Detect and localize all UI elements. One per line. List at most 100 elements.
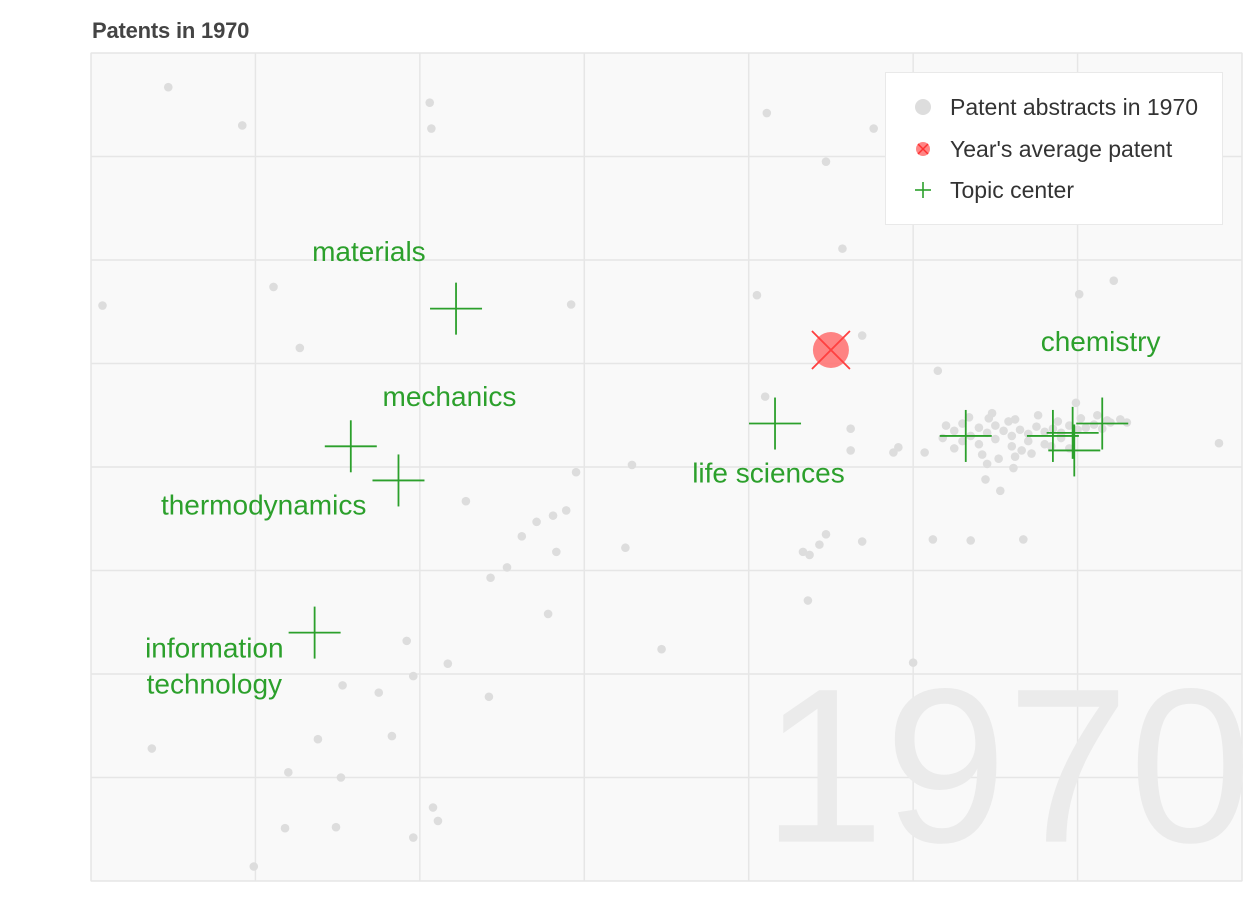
patent-point bbox=[991, 434, 1000, 444]
patent-point bbox=[928, 535, 938, 544]
patent-point bbox=[532, 517, 541, 527]
patent-point bbox=[1027, 449, 1036, 458]
patent-point bbox=[1023, 436, 1033, 446]
patent-point bbox=[1109, 276, 1119, 286]
topic-center-plus bbox=[1046, 406, 1099, 459]
patent-point bbox=[249, 862, 259, 871]
patent-point bbox=[657, 644, 666, 654]
patent-point bbox=[147, 744, 157, 753]
patent-point bbox=[974, 423, 984, 432]
patent-point bbox=[805, 550, 814, 560]
patent-point bbox=[552, 547, 561, 557]
patent-point bbox=[502, 563, 512, 572]
patent-point bbox=[949, 426, 959, 436]
patent-point bbox=[387, 731, 397, 741]
patent-point bbox=[269, 282, 278, 292]
patent-point bbox=[1009, 463, 1018, 473]
patent-point bbox=[857, 537, 867, 546]
patent-point bbox=[984, 414, 994, 423]
patent-point bbox=[981, 475, 990, 484]
patent-point bbox=[941, 421, 951, 430]
patent-point bbox=[846, 424, 855, 434]
patent-point bbox=[1093, 410, 1102, 420]
patent-point bbox=[486, 573, 495, 583]
legend-label-patent-abstracts: Patent abstracts in 1970 bbox=[950, 93, 1199, 120]
patent-point bbox=[964, 413, 974, 422]
patent-point bbox=[991, 421, 1000, 430]
patent-point bbox=[433, 816, 443, 826]
patent-point bbox=[621, 543, 630, 553]
patent-point bbox=[982, 459, 992, 469]
patent-point bbox=[280, 823, 290, 833]
patent-point bbox=[543, 609, 553, 619]
patent-point bbox=[443, 659, 453, 668]
legend-circle-x-icon bbox=[906, 137, 940, 161]
patent-point bbox=[484, 692, 494, 702]
legend-item-average-patent: Year's average patent bbox=[886, 132, 1172, 166]
patent-point bbox=[313, 734, 323, 744]
patent-point bbox=[331, 822, 341, 832]
patent-point bbox=[846, 446, 855, 455]
patent-point bbox=[999, 426, 1008, 436]
patent-point bbox=[408, 833, 418, 842]
patent-point bbox=[237, 121, 247, 130]
patent-point bbox=[336, 773, 346, 782]
topic-center-plus bbox=[939, 409, 992, 462]
year-watermark: 1970 bbox=[762, 643, 1251, 889]
topic-center-plus bbox=[1076, 397, 1129, 450]
patent-point bbox=[869, 124, 878, 133]
patent-point bbox=[1071, 398, 1081, 408]
topic-center-plus bbox=[1026, 409, 1079, 462]
patent-point bbox=[1040, 427, 1049, 437]
patent-point bbox=[995, 486, 1005, 496]
legend: Patent abstracts in 1970 Year's average … bbox=[885, 72, 1223, 225]
patent-point bbox=[566, 300, 576, 309]
patent-point bbox=[98, 301, 107, 310]
patent-point bbox=[1076, 414, 1086, 423]
patent-point bbox=[1122, 418, 1132, 427]
patent-point bbox=[1007, 442, 1017, 451]
topic-center-plus bbox=[288, 606, 341, 659]
legend-plus-icon bbox=[906, 178, 940, 202]
patent-point bbox=[815, 540, 824, 549]
legend-label-topic-center: Topic center bbox=[950, 176, 1075, 203]
topic-center-plus bbox=[372, 454, 425, 507]
patent-point bbox=[1032, 422, 1041, 431]
patent-point bbox=[1081, 423, 1091, 432]
patent-point bbox=[1040, 439, 1049, 449]
topic-center-plus bbox=[749, 397, 802, 450]
patent-point bbox=[762, 108, 772, 118]
patent-point bbox=[295, 343, 305, 353]
patent-point bbox=[752, 290, 762, 300]
patent-point bbox=[1007, 431, 1017, 441]
patent-point bbox=[427, 124, 436, 133]
patent-point bbox=[1046, 442, 1056, 451]
patent-point bbox=[760, 392, 770, 401]
topic-label: information technology bbox=[145, 632, 284, 699]
patent-point bbox=[1015, 425, 1025, 435]
patent-point bbox=[561, 506, 571, 515]
patent-point bbox=[571, 467, 581, 477]
patent-point bbox=[548, 511, 558, 520]
patent-point bbox=[977, 450, 987, 459]
chart-title: Patents in 1970 bbox=[92, 18, 250, 43]
patent-point bbox=[402, 636, 412, 646]
patent-point bbox=[1073, 425, 1082, 435]
patent-point bbox=[938, 433, 948, 443]
patent-point bbox=[1053, 417, 1063, 426]
patent-point bbox=[428, 803, 438, 812]
topic-label: thermodynamics bbox=[161, 490, 366, 521]
patent-point bbox=[374, 688, 384, 697]
patent-point bbox=[1010, 452, 1020, 461]
patent-point bbox=[284, 768, 293, 777]
patent-point bbox=[1033, 410, 1043, 420]
patent-point bbox=[933, 366, 943, 376]
patent-point bbox=[1010, 415, 1020, 424]
patent-point bbox=[425, 98, 435, 107]
patent-point bbox=[949, 444, 959, 453]
patent-point bbox=[974, 439, 984, 449]
patent-point bbox=[821, 529, 831, 539]
patent-point bbox=[1019, 535, 1028, 544]
legend-label-average-patent: Year's average patent bbox=[950, 135, 1173, 162]
